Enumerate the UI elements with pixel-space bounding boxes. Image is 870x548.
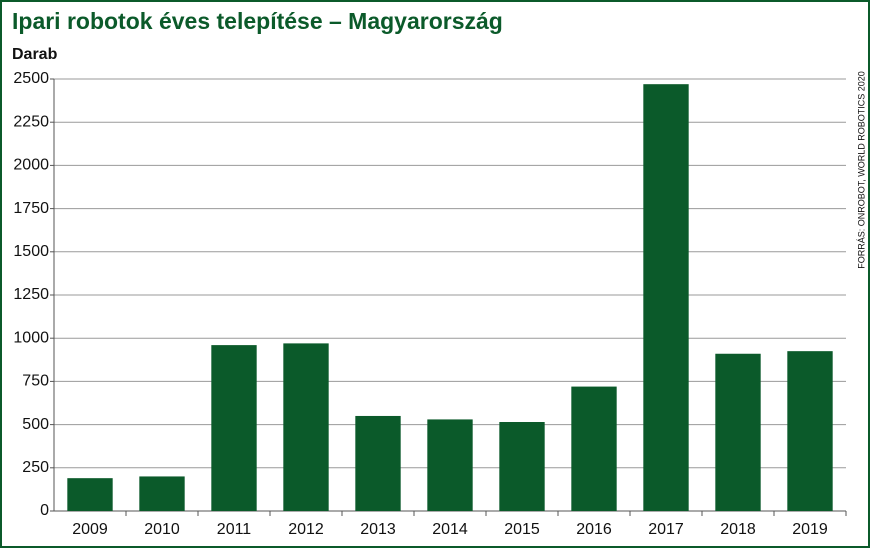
x-tick-label: 2014 (432, 521, 468, 538)
y-tick-label: 250 (22, 459, 49, 476)
bar (715, 353, 761, 511)
y-tick-label: 1250 (13, 286, 49, 303)
y-tick-label: 2000 (13, 157, 49, 174)
bar (427, 419, 473, 511)
source-note: FORRÁS: ONROBOT, WORLD ROBOTICS 2020 (856, 71, 866, 269)
y-tick-label: 1750 (13, 200, 49, 217)
bar (643, 84, 689, 512)
y-tick-label: 750 (22, 373, 49, 390)
y-tick-label: 500 (22, 416, 49, 433)
bar (355, 415, 401, 511)
x-tick-label: 2009 (72, 521, 108, 538)
x-tick-label: 2010 (144, 521, 180, 538)
bar (139, 476, 185, 511)
x-tick-label: 2013 (360, 521, 396, 538)
chart-title: Ipari robotok éves telepítése – Magyaror… (12, 8, 503, 34)
x-tick-label: 2018 (720, 521, 756, 538)
x-tick-label: 2012 (288, 521, 324, 538)
y-axis-label: Darab (12, 46, 58, 63)
bar (211, 345, 257, 511)
bar (571, 386, 617, 511)
bar (283, 343, 329, 511)
bar (787, 351, 833, 511)
x-tick-label: 2017 (648, 521, 684, 538)
x-tick-label: 2019 (792, 521, 828, 538)
x-tick-label: 2015 (504, 521, 540, 538)
y-tick-label: 2250 (13, 113, 49, 130)
y-tick-label: 1000 (13, 329, 49, 346)
bar (499, 422, 545, 511)
bar (67, 478, 113, 511)
y-tick-label: 2500 (13, 70, 49, 87)
x-tick-label: 2016 (576, 521, 612, 538)
y-tick-label: 0 (40, 502, 49, 519)
x-tick-label: 2011 (217, 521, 252, 538)
y-tick-label: 1500 (13, 243, 49, 260)
